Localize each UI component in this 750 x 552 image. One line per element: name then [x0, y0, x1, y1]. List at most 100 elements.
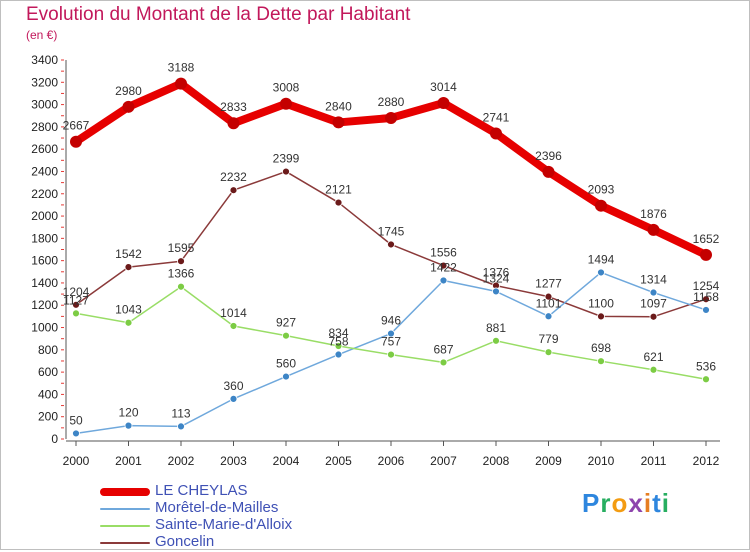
data-label: 2396: [535, 149, 562, 163]
data-label: 360: [223, 379, 243, 393]
data-label: 779: [538, 332, 558, 346]
data-point: [595, 199, 607, 212]
data-point: [177, 257, 185, 266]
data-label: 1100: [588, 296, 614, 310]
data-label: 560: [276, 357, 296, 371]
data-label: 927: [276, 316, 296, 330]
data-label: 1876: [640, 207, 667, 221]
x-tick-label: 2007: [430, 454, 457, 468]
data-label: 1745: [378, 224, 405, 238]
data-label: 536: [696, 359, 716, 373]
data-point: [439, 276, 448, 285]
data-point: [72, 300, 80, 309]
legend-swatch: [100, 525, 150, 527]
data-point: [702, 375, 710, 384]
data-label: 3008: [273, 81, 300, 95]
y-tick-label: 600: [38, 365, 58, 379]
data-label: 2880: [378, 95, 405, 109]
data-label: 1101: [536, 296, 562, 310]
y-tick-label: 3200: [31, 75, 58, 89]
data-label: 1204: [63, 285, 90, 299]
data-point: [282, 372, 290, 381]
data-point: [280, 97, 292, 110]
data-point: [492, 336, 500, 345]
data-point: [544, 312, 553, 321]
legend-swatch: [100, 488, 150, 496]
x-tick-label: 2012: [693, 454, 720, 468]
data-label: 1366: [168, 267, 195, 281]
data-label: 1652: [693, 232, 720, 246]
data-point: [229, 186, 238, 195]
data-point: [387, 329, 395, 338]
data-point: [124, 421, 133, 430]
data-point: [597, 268, 605, 277]
data-point: [334, 198, 343, 207]
data-point: [334, 350, 343, 359]
y-tick-label: 2600: [31, 142, 58, 156]
data-label: 2232: [220, 170, 247, 184]
data-point: [387, 240, 395, 249]
x-tick-label: 2008: [483, 454, 510, 468]
x-tick-label: 2006: [378, 454, 405, 468]
y-tick-label: 2400: [31, 164, 58, 178]
data-point: [177, 422, 185, 431]
legend-label: Sainte-Marie-d'Alloix: [155, 516, 293, 533]
data-point: [70, 135, 82, 148]
data-point: [227, 117, 240, 130]
x-tick-label: 2000: [63, 454, 90, 468]
data-label: 3014: [430, 80, 457, 94]
legend-swatch: [100, 542, 150, 544]
y-tick-label: 800: [38, 343, 58, 357]
data-point: [649, 288, 658, 297]
x-tick-label: 2001: [115, 454, 142, 468]
data-label: 1556: [430, 246, 457, 260]
y-tick-label: 1400: [31, 276, 58, 290]
y-tick-label: 2000: [31, 209, 58, 223]
data-label: 2840: [325, 99, 352, 113]
data-point: [282, 167, 290, 176]
data-point: [439, 261, 448, 270]
data-label: 1097: [640, 297, 667, 311]
data-point: [700, 248, 712, 261]
x-tick-label: 2005: [325, 454, 352, 468]
data-point: [332, 116, 345, 129]
legend-label: Morêtel-de-Mailles: [155, 499, 279, 516]
y-tick-label: 1200: [31, 298, 58, 312]
data-label: 1422: [430, 260, 457, 274]
x-tick-label: 2002: [168, 454, 195, 468]
data-label: 881: [486, 321, 506, 335]
y-tick-label: 0: [51, 432, 58, 446]
data-point: [597, 357, 605, 366]
proxiti-logo: Proxiti: [582, 488, 670, 518]
data-label: 2667: [63, 119, 90, 133]
data-label: 113: [171, 406, 190, 420]
x-tick-label: 2003: [220, 454, 247, 468]
data-label: 621: [643, 350, 663, 364]
data-point: [597, 312, 605, 321]
x-tick-label: 2011: [641, 454, 667, 468]
legend-label: Goncelin: [155, 533, 215, 550]
data-point: [229, 394, 238, 403]
y-tick-label: 2800: [31, 120, 58, 134]
data-point: [72, 429, 80, 438]
y-tick-label: 3000: [31, 98, 58, 112]
data-label: 2121: [325, 183, 352, 197]
data-point: [387, 350, 395, 359]
data-point: [702, 306, 710, 314]
data-point: [124, 263, 133, 272]
y-tick-label: 400: [38, 387, 58, 401]
data-point: [647, 223, 660, 236]
data-point: [385, 111, 397, 124]
data-label: 120: [118, 406, 138, 420]
data-label: 1314: [640, 273, 667, 287]
data-label: 1158: [693, 290, 719, 304]
data-label: 834: [328, 326, 348, 340]
data-point: [702, 295, 710, 304]
chart-title: Evolution du Montant de la Dette par Hab…: [26, 4, 411, 25]
data-label: 687: [433, 342, 453, 356]
data-label: 1277: [535, 277, 562, 291]
data-label: 1324: [483, 271, 510, 285]
data-point: [649, 312, 658, 321]
data-label: 757: [381, 335, 401, 349]
data-point: [542, 165, 555, 178]
